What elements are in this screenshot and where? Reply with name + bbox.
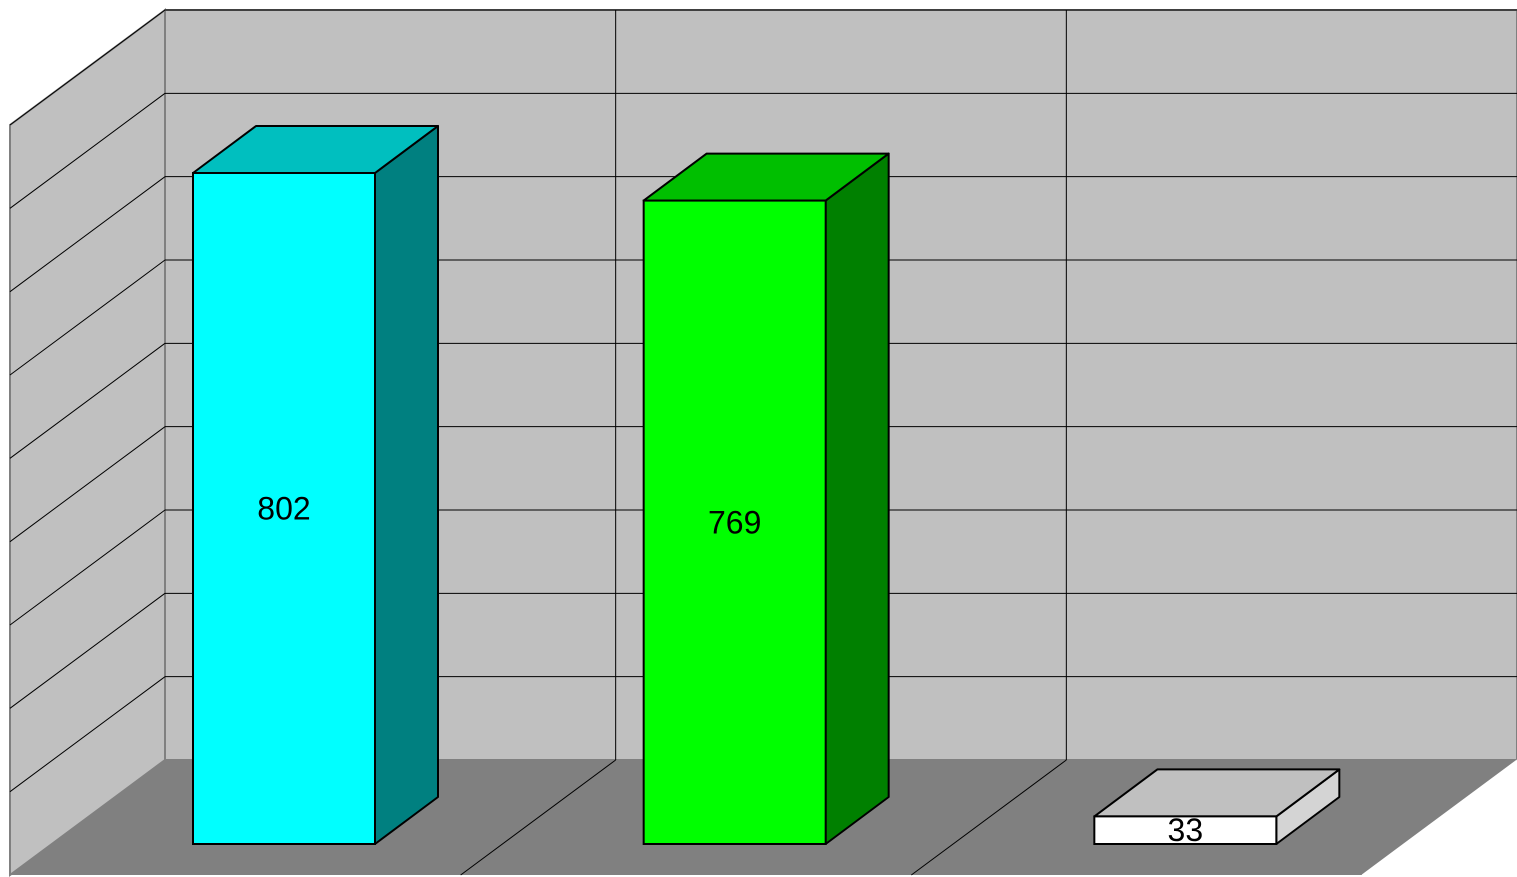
gridline-side [9,342,166,459]
gridline-side [9,592,166,709]
gridline-side [9,9,166,126]
bar-2 [1093,815,1278,846]
side-wall [9,8,166,877]
bar-1 [642,199,827,845]
data-label-2: 33 [1168,812,1204,848]
gridline-side [9,509,166,626]
chart-data-labels: 802 769 33 [257,490,1203,848]
gridline-side [9,176,166,293]
bar-side-0 [374,124,439,845]
gridline-side [9,259,166,376]
floor-divider [460,759,616,876]
chart-bars [192,124,1341,846]
gridline-side [9,426,166,543]
bar-side-1 [824,152,890,845]
floor-divider [911,759,1067,876]
bar-0 [192,171,376,845]
data-label-1: 769 [708,504,761,540]
gridline-side [9,92,166,209]
gridline-side [9,676,166,793]
floor-edge [1361,759,1517,876]
data-label-0: 802 [257,490,310,526]
